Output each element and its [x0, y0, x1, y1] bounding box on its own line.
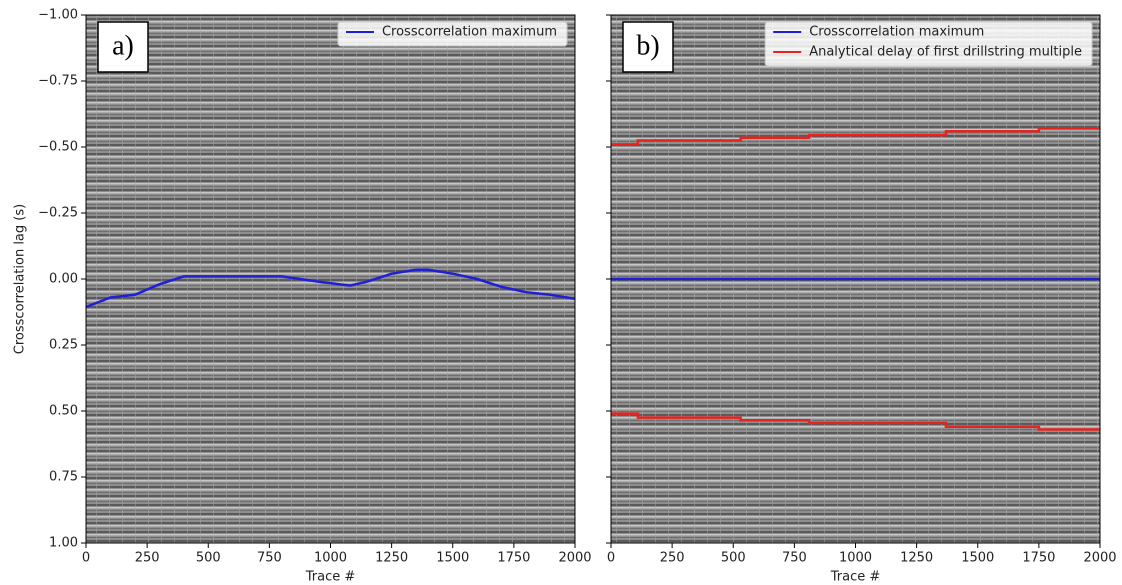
x-tick-label: 750	[782, 551, 807, 566]
y-tick-label: 1.00	[49, 536, 78, 551]
x-tick-label: 1500	[436, 551, 469, 566]
x-tick-label: 1250	[375, 551, 408, 566]
x-tick-label: 750	[257, 551, 282, 566]
panel-label-box	[622, 21, 674, 73]
legend-label: Crosscorrelation maximum	[809, 25, 984, 40]
x-tick-label: 500	[196, 551, 221, 566]
y-tick-label: 0.75	[49, 470, 78, 485]
x-tick-label: 1500	[961, 551, 994, 566]
y-tick-label: 0.00	[49, 272, 78, 287]
panel-label-box	[97, 21, 149, 73]
series-line	[85, 268, 576, 309]
legend-box	[337, 21, 568, 47]
x-tick-label: 1000	[314, 551, 347, 566]
legend-box	[764, 21, 1093, 67]
x-tick-label: 1250	[900, 551, 933, 566]
x-tick-label: 0	[82, 551, 90, 566]
x-tick-label: 1000	[839, 551, 872, 566]
x-axis-label: Trace #	[305, 570, 356, 585]
panel-label: b)	[636, 30, 659, 61]
x-tick-label: 250	[660, 551, 685, 566]
legend-label: Crosscorrelation maximum	[382, 25, 557, 40]
y-tick-label: −0.25	[38, 206, 78, 221]
y-axis-label: Crosscorrelation lag (s)	[13, 204, 28, 354]
y-tick-label: −0.75	[38, 74, 78, 89]
x-tick-label: 500	[721, 551, 746, 566]
plot-background	[86, 15, 575, 543]
legend: Crosscorrelation maximum Analytical delay…	[764, 21, 1093, 67]
legend-label: Analytical delay of first drillstring mu…	[809, 45, 1082, 60]
panel-label: a)	[112, 30, 134, 61]
x-tick-label: 0	[607, 551, 615, 566]
x-tick-label: 2000	[1083, 551, 1116, 566]
legend: Crosscorrelation maximum	[337, 21, 568, 47]
x-tick-label: 2000	[558, 551, 591, 566]
x-tick-label: 1750	[1022, 551, 1055, 566]
series-line	[611, 127, 1100, 431]
x-tick-label: 1750	[497, 551, 530, 566]
y-tick-label: 0.50	[49, 404, 78, 419]
x-tick-label: 250	[135, 551, 160, 566]
y-tick-label: −1.00	[38, 8, 78, 23]
x-axis-label: Trace #	[830, 570, 881, 585]
y-tick-label: −0.50	[38, 140, 78, 155]
y-tick-label: 0.25	[49, 338, 78, 353]
